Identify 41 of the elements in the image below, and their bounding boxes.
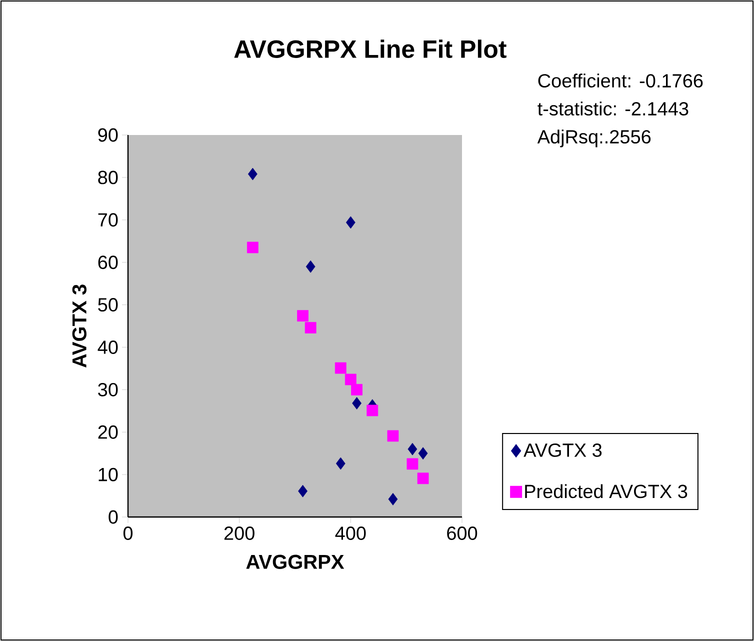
point: [344, 374, 356, 386]
point: [366, 404, 378, 416]
y-tick-label: 80: [98, 170, 118, 184]
point: [297, 310, 308, 322]
text: Coefficient: -0.1766: [538, 74, 703, 88]
point: [346, 216, 356, 229]
point: [304, 322, 316, 334]
y-tick-label: 70: [98, 213, 118, 227]
y-tick-label: 20: [98, 425, 118, 439]
y-tick-label: 60: [98, 256, 118, 270]
y-tick-label: 10: [98, 468, 118, 482]
point: [418, 447, 428, 460]
y-tick-label: 90: [98, 128, 118, 142]
x-axis-title: AVGGRPX: [246, 554, 344, 569]
y-tick-label: 40: [98, 340, 118, 354]
point: [408, 442, 418, 456]
point: [388, 492, 398, 506]
point: [248, 168, 258, 180]
point: [246, 242, 258, 254]
point: [387, 430, 399, 442]
y-tick-label: 0: [108, 510, 118, 524]
point: [336, 457, 346, 470]
point: [298, 484, 308, 498]
point: [306, 260, 316, 273]
point: [351, 384, 362, 396]
point: [352, 397, 362, 410]
legend-label: Predicted AVGTX 3: [525, 484, 688, 498]
y-tick-label: 50: [98, 298, 118, 312]
y-tick-label: 30: [98, 382, 118, 396]
point: [417, 472, 429, 484]
x-tick-label: 600: [447, 526, 478, 540]
x-tick-label: 0: [123, 526, 133, 540]
y-axis-title: AVGTX 3: [72, 284, 86, 368]
legend-label: AVGTX 3: [524, 443, 602, 457]
text: t-statistic: -2.1443: [538, 102, 688, 116]
x-tick-label: 200: [224, 526, 254, 540]
chart-title: AVGGRPX Line Fit Plot: [234, 40, 506, 58]
point: [334, 362, 346, 374]
text: AdjRsq:.2556: [537, 130, 651, 148]
x-tick-label: 400: [335, 526, 366, 540]
point: [406, 458, 418, 470]
